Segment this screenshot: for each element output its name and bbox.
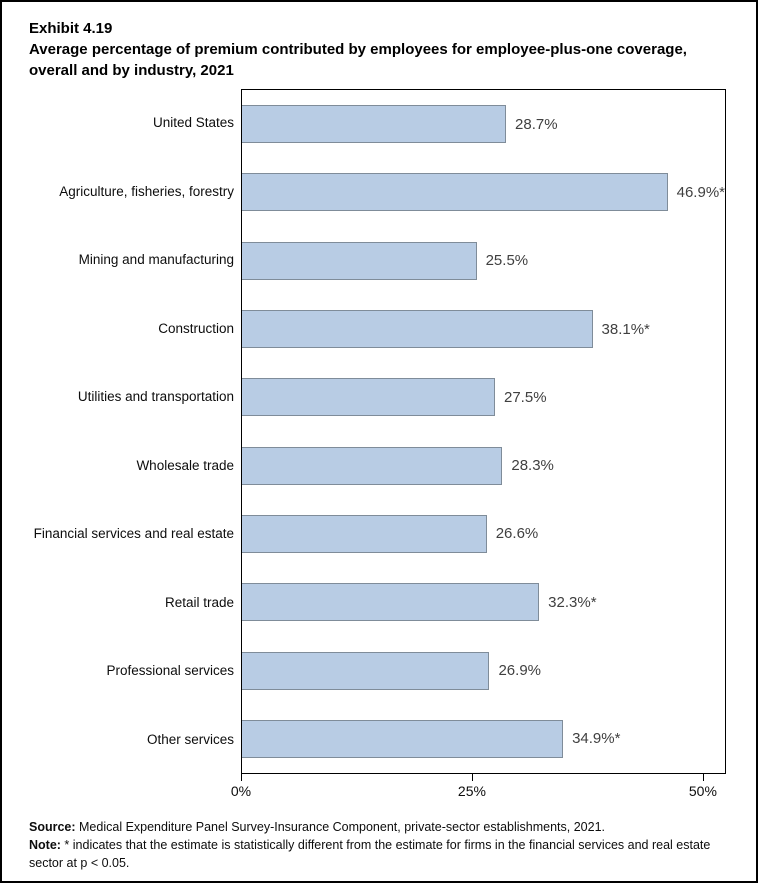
bar-row: 28.7% bbox=[242, 90, 725, 158]
bar bbox=[242, 310, 593, 349]
axis-tick-label: 0% bbox=[230, 783, 252, 799]
bar-value-label: 46.9%* bbox=[676, 183, 725, 201]
note-line: Note: * indicates that the estimate is s… bbox=[29, 836, 727, 872]
bar-row: 34.9%* bbox=[242, 705, 725, 773]
bar-chart: United States Agriculture, fisheries, for… bbox=[29, 89, 726, 806]
plot-area: 28.7% 46.9%* 25.5% 38.1%* 27.5% 28.3% 26.6% 32.… bbox=[241, 89, 726, 774]
bar-value-label: 27.5% bbox=[504, 388, 547, 406]
category-label: Wholesale trade bbox=[136, 457, 234, 473]
axis-tick bbox=[702, 774, 704, 781]
axis-tick bbox=[241, 774, 242, 781]
bar bbox=[242, 583, 540, 622]
bar-value-label: 26.6% bbox=[495, 525, 539, 543]
bar-value-label: 28.3% bbox=[511, 457, 554, 475]
axis-tick-label: 25% bbox=[457, 783, 486, 799]
category-label: Financial services and real estate bbox=[33, 526, 234, 542]
bar-row: 27.5% bbox=[242, 363, 725, 431]
footer: Source: Medical Expenditure Panel Survey… bbox=[29, 818, 727, 872]
bar-value-label: 34.9%* bbox=[572, 730, 621, 748]
bar-value-label: 28.7% bbox=[515, 115, 558, 133]
bar bbox=[242, 719, 564, 758]
exhibit-number: Exhibit 4.19 bbox=[29, 20, 113, 37]
axis-tick-label: 50% bbox=[688, 783, 717, 799]
category-label: Professional services bbox=[106, 663, 234, 679]
category-label: Utilities and transportation bbox=[77, 389, 234, 405]
note-label: Note: bbox=[29, 838, 61, 853]
category-label: Agriculture, fisheries, forestry bbox=[59, 183, 234, 199]
bar bbox=[242, 651, 490, 690]
bar-value-label: 26.9% bbox=[498, 662, 542, 680]
source-text: Medical Expenditure Panel Survey-Insuran… bbox=[75, 820, 605, 834]
bar-value-label: 32.3%* bbox=[548, 593, 597, 611]
chart-title-block: Exhibit 4.19 Average percentage of premi… bbox=[29, 18, 729, 81]
bar-value-label: 25.5% bbox=[485, 252, 529, 270]
plot-column: 28.7% 46.9%* 25.5% 38.1%* 27.5% 28.3% 26.6% 32.… bbox=[231, 89, 726, 806]
axis-tick bbox=[471, 774, 473, 781]
category-label: Retail trade bbox=[164, 594, 234, 610]
bar bbox=[242, 173, 668, 212]
bar-value-label: 38.1%* bbox=[601, 320, 650, 338]
bar bbox=[242, 241, 477, 280]
chart-title: Average percentage of premium contribute… bbox=[29, 41, 687, 79]
bar-row: 26.9% bbox=[242, 636, 725, 704]
category-label: United States bbox=[152, 115, 234, 131]
x-axis: 0% 25% 50% bbox=[231, 774, 726, 806]
bar-row: 26.6% bbox=[242, 500, 725, 568]
category-label: Other services bbox=[146, 731, 234, 747]
bar-row: 28.3% bbox=[242, 431, 725, 499]
bar bbox=[242, 378, 495, 417]
source-line: Source: Medical Expenditure Panel Survey… bbox=[29, 818, 727, 836]
bar-row: 25.5% bbox=[242, 227, 725, 295]
category-label: Construction bbox=[158, 320, 234, 336]
category-labels: United States Agriculture, fisheries, for… bbox=[29, 89, 241, 774]
bar-row: 46.9%* bbox=[242, 158, 725, 226]
bar-row: 32.3%* bbox=[242, 568, 725, 636]
bar bbox=[242, 514, 487, 553]
source-label: Source: bbox=[29, 820, 76, 834]
note-text: * indicates that the estimate is statist… bbox=[29, 838, 711, 871]
bar bbox=[242, 446, 503, 485]
category-label: Mining and manufacturing bbox=[78, 252, 234, 268]
bar-row: 38.1%* bbox=[242, 295, 725, 363]
bar bbox=[242, 105, 507, 144]
